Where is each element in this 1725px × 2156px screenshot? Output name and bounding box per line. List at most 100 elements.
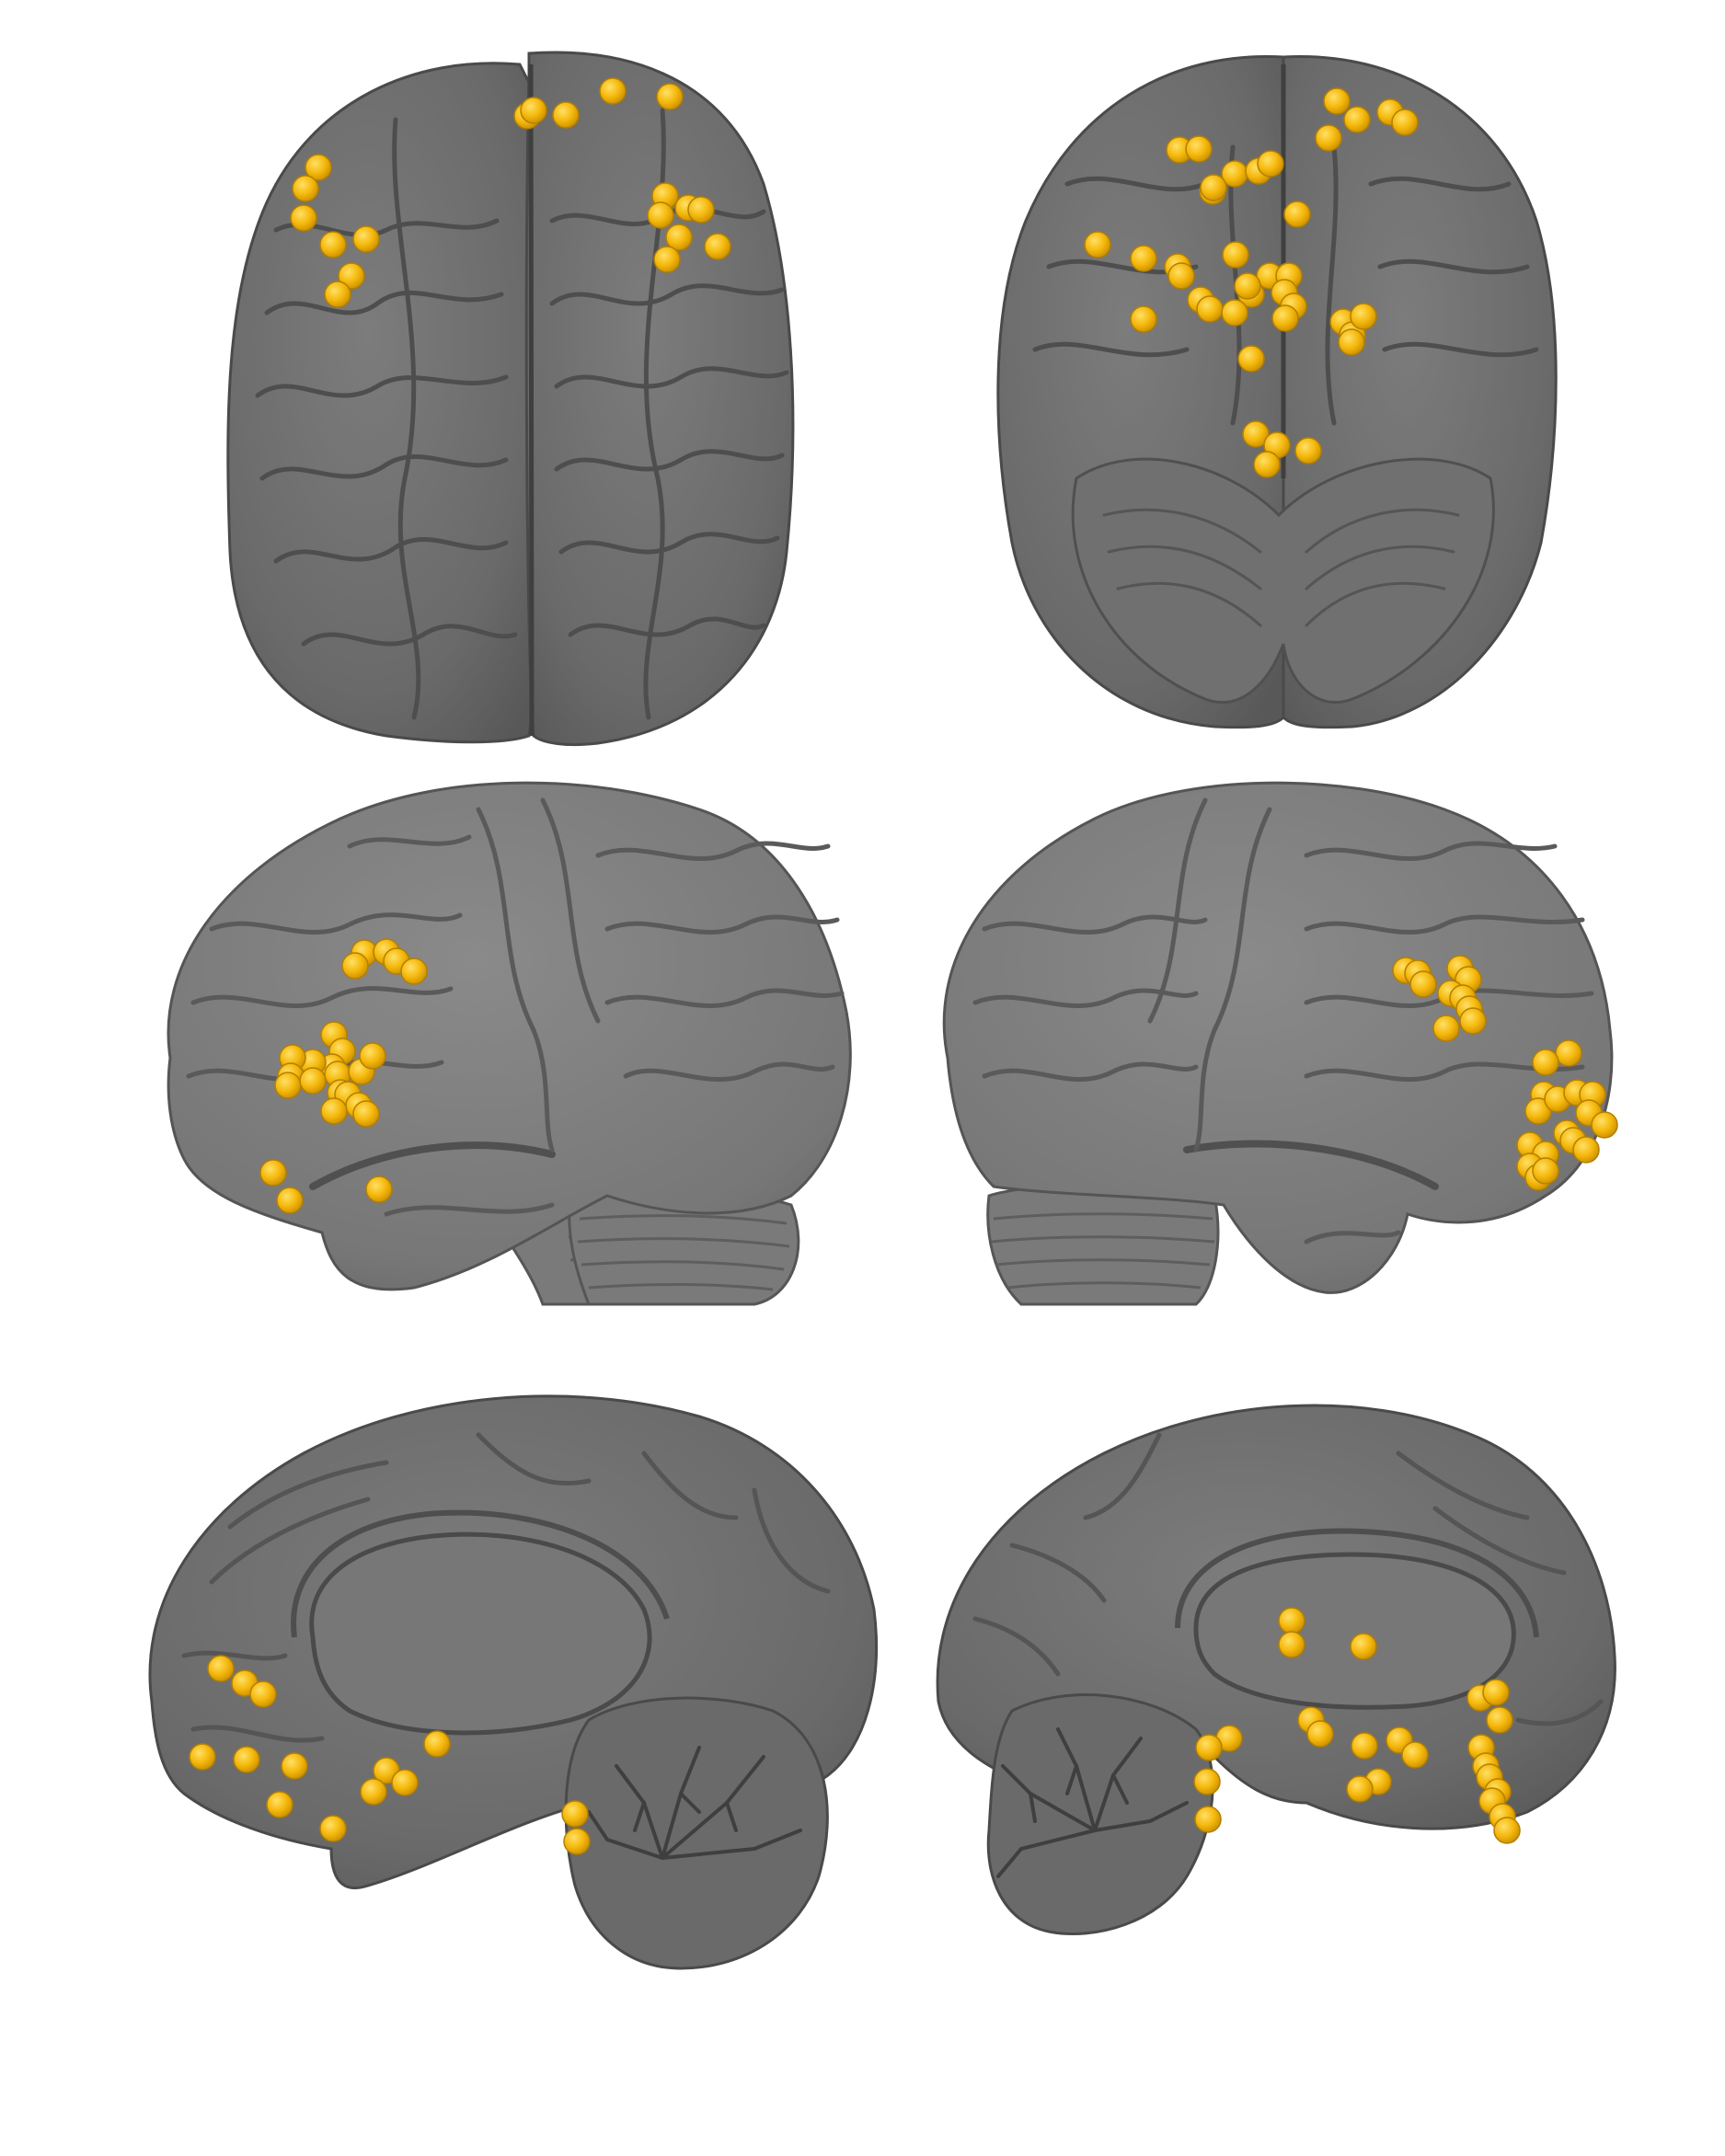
activation-focus-marker bbox=[1343, 106, 1371, 133]
activation-focus-marker bbox=[665, 224, 693, 251]
activation-focus-marker bbox=[561, 1800, 589, 1828]
activation-focus-marker bbox=[1532, 1157, 1559, 1185]
activation-focus-marker bbox=[305, 154, 332, 181]
activation-focus-marker bbox=[1130, 305, 1157, 333]
activation-focus-marker bbox=[563, 1828, 591, 1855]
activation-focus-marker bbox=[1283, 201, 1311, 228]
brain-dorsal-view-icon bbox=[226, 51, 795, 747]
brain-left-lateral-view-icon bbox=[167, 781, 852, 1306]
activation-focus-marker bbox=[259, 1159, 287, 1187]
brain-right-lateral-view-icon bbox=[942, 781, 1614, 1306]
activation-focus-marker bbox=[1196, 295, 1224, 323]
activation-focus-marker bbox=[1222, 241, 1249, 269]
activation-focus-marker bbox=[1194, 1806, 1222, 1833]
activation-focus-marker bbox=[1084, 231, 1111, 258]
panel-ventral-view bbox=[996, 54, 1558, 729]
brain-right-medial-view-icon bbox=[936, 1404, 1616, 1935]
activation-focus-marker bbox=[1323, 87, 1351, 115]
activation-focus-marker bbox=[207, 1655, 235, 1682]
activation-focus-marker bbox=[1459, 1007, 1487, 1035]
activation-focus-marker bbox=[1234, 272, 1261, 300]
activation-focus-marker bbox=[653, 246, 681, 273]
activation-focus-marker bbox=[391, 1769, 419, 1796]
activation-focus-marker bbox=[704, 233, 731, 260]
activation-focus-marker bbox=[281, 1752, 308, 1780]
activation-focus-marker bbox=[1350, 303, 1377, 330]
activation-focus-marker bbox=[341, 952, 369, 980]
activation-focus-marker bbox=[292, 175, 319, 202]
foci-group-ventral bbox=[1084, 87, 1419, 478]
panel-left-lateral-view bbox=[167, 781, 852, 1306]
panel-right-medial-view bbox=[936, 1404, 1616, 1935]
activation-focus-marker bbox=[274, 1072, 302, 1099]
activation-focus-marker bbox=[189, 1743, 216, 1771]
activation-focus-marker bbox=[1257, 150, 1284, 178]
activation-focus-marker bbox=[360, 1778, 387, 1806]
activation-focus-marker bbox=[338, 262, 365, 290]
activation-focus-marker bbox=[352, 225, 380, 253]
activation-focus-marker bbox=[1555, 1039, 1582, 1067]
activation-focus-marker bbox=[1532, 1049, 1559, 1076]
activation-focus-marker bbox=[233, 1746, 260, 1773]
activation-focus-marker bbox=[520, 97, 547, 124]
activation-focus-marker bbox=[1482, 1679, 1510, 1706]
activation-focus-marker bbox=[1346, 1775, 1374, 1803]
activation-focus-marker bbox=[1306, 1720, 1334, 1748]
brain-ventral-view-icon bbox=[996, 54, 1558, 729]
panel-dorsal-view bbox=[226, 51, 795, 747]
activation-focus-marker bbox=[1572, 1136, 1600, 1164]
activation-focus-marker bbox=[1185, 135, 1213, 163]
activation-focus-marker bbox=[1130, 245, 1157, 272]
activation-focus-marker bbox=[1493, 1817, 1521, 1844]
activation-focus-marker bbox=[1193, 1768, 1221, 1795]
activation-focus-marker bbox=[320, 1097, 348, 1125]
activation-focus-marker bbox=[1253, 451, 1281, 478]
activation-focus-marker bbox=[1351, 1732, 1378, 1760]
activation-focus-marker bbox=[319, 231, 347, 258]
activation-focus-marker bbox=[1524, 1097, 1552, 1125]
activation-focus-marker bbox=[1338, 328, 1365, 356]
activation-focus-marker bbox=[266, 1791, 293, 1818]
activation-focus-marker bbox=[1409, 970, 1437, 998]
panel-left-medial-view bbox=[148, 1394, 878, 1970]
activation-focus-marker bbox=[1294, 437, 1322, 464]
activation-focus-marker bbox=[1278, 1631, 1305, 1658]
activation-focus-marker bbox=[319, 1815, 347, 1842]
foci-group-dorsal bbox=[290, 77, 731, 308]
activation-focus-marker bbox=[1432, 1015, 1460, 1042]
activation-focus-marker bbox=[400, 958, 428, 985]
activation-focus-marker bbox=[365, 1175, 393, 1203]
activation-focus-marker bbox=[1221, 299, 1248, 327]
foci-group-left-medial bbox=[189, 1655, 591, 1855]
brain-left-medial-view-icon bbox=[148, 1394, 878, 1970]
activation-focus-marker bbox=[599, 77, 627, 105]
activation-focus-marker bbox=[647, 201, 674, 229]
activation-focus-marker bbox=[1271, 304, 1299, 332]
activation-focus-marker bbox=[1167, 262, 1195, 290]
activation-focus-marker bbox=[1486, 1706, 1513, 1734]
activation-focus-marker bbox=[1391, 109, 1419, 136]
activation-focus-marker bbox=[656, 83, 684, 110]
activation-focus-marker bbox=[1401, 1741, 1429, 1769]
activation-focus-marker bbox=[1195, 1734, 1223, 1761]
activation-focus-marker bbox=[552, 101, 580, 129]
activation-focus-marker bbox=[249, 1680, 277, 1708]
activation-focus-marker bbox=[1278, 1607, 1305, 1634]
activation-focus-marker bbox=[359, 1042, 386, 1070]
activation-focus-marker bbox=[276, 1187, 304, 1214]
activation-focus-marker bbox=[1237, 345, 1265, 373]
activation-focus-marker bbox=[290, 204, 317, 232]
activation-focus-marker bbox=[1200, 174, 1227, 201]
foci-group-right-lateral bbox=[1392, 955, 1618, 1191]
activation-focus-marker bbox=[352, 1100, 380, 1128]
activation-focus-marker bbox=[687, 196, 715, 224]
activation-focus-marker bbox=[324, 281, 351, 308]
activation-focus-marker bbox=[299, 1067, 327, 1095]
foci-group-right-medial bbox=[1193, 1607, 1521, 1844]
activation-focus-marker bbox=[1242, 420, 1270, 448]
activation-focus-marker bbox=[423, 1730, 451, 1758]
activation-focus-marker bbox=[1591, 1111, 1618, 1139]
panel-right-lateral-view bbox=[942, 781, 1618, 1306]
activation-focus-marker bbox=[1315, 124, 1342, 152]
